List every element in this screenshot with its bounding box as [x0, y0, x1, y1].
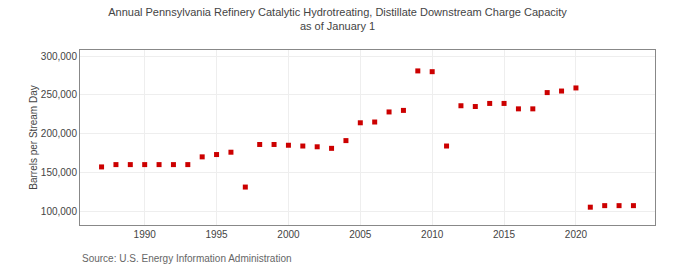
- svg-text:300,000: 300,000: [41, 51, 78, 62]
- svg-text:2010: 2010: [421, 229, 444, 240]
- svg-text:250,000: 250,000: [41, 89, 78, 100]
- svg-text:Source: U.S. Energy Informatio: Source: U.S. Energy Information Administ…: [82, 253, 292, 264]
- svg-text:2000: 2000: [277, 229, 300, 240]
- svg-text:2020: 2020: [565, 229, 588, 240]
- svg-text:2005: 2005: [349, 229, 372, 240]
- svg-text:Barrels per Stream Day: Barrels per Stream Day: [28, 85, 39, 189]
- svg-text:200,000: 200,000: [41, 128, 78, 139]
- svg-text:1990: 1990: [134, 229, 157, 240]
- svg-text:100,000: 100,000: [41, 206, 78, 217]
- svg-text:Annual Pennsylvania Refinery C: Annual Pennsylvania Refinery Catalytic H…: [108, 6, 567, 32]
- svg-text:150,000: 150,000: [41, 167, 78, 178]
- svg-text:2015: 2015: [493, 229, 516, 240]
- svg-text:1995: 1995: [205, 229, 228, 240]
